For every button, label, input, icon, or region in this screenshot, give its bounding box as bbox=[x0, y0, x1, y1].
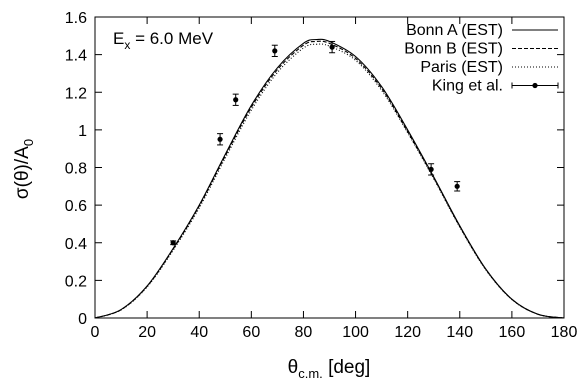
data-point bbox=[233, 97, 239, 103]
y-tick-label: 0 bbox=[78, 311, 87, 328]
legend-label: Bonn B (EST) bbox=[404, 41, 503, 58]
x-tick-label: 20 bbox=[138, 324, 156, 341]
y-axis-label-main: σ(θ)/A bbox=[12, 146, 33, 199]
y-tick-label: 1.4 bbox=[65, 48, 87, 65]
legend-label: Bonn A (EST) bbox=[406, 22, 503, 39]
x-axis-label-sub: c.m. bbox=[298, 366, 323, 381]
annotation-rest: = 6.0 MeV bbox=[130, 29, 213, 48]
annotation-main: E bbox=[113, 29, 124, 48]
annotation-sub: x bbox=[124, 38, 130, 52]
x-tick-label: 100 bbox=[342, 324, 369, 341]
data-point bbox=[217, 136, 223, 142]
y-tick-label: 1 bbox=[78, 123, 87, 140]
y-tick-label: 0.4 bbox=[65, 236, 87, 253]
x-axis-label-main: θ bbox=[288, 357, 299, 378]
y-axis-label: σ(θ)/A0 bbox=[12, 139, 36, 199]
series-line-2 bbox=[94, 43, 565, 319]
x-tick-label: 120 bbox=[394, 324, 421, 341]
legend-label: King et al. bbox=[432, 78, 503, 95]
x-tick-label: 180 bbox=[551, 324, 578, 341]
legend-swatch-point bbox=[532, 82, 538, 89]
y-tick-label: 0.6 bbox=[65, 198, 87, 215]
annotation: Ex = 6.0 MeV bbox=[113, 29, 214, 52]
series-line-1 bbox=[94, 40, 565, 319]
y-tick-label: 0.2 bbox=[65, 273, 87, 290]
data-points-layer bbox=[170, 40, 461, 246]
data-point bbox=[428, 166, 434, 172]
data-point bbox=[454, 183, 460, 189]
data-point bbox=[170, 240, 176, 246]
x-axis-label-rest: [deg] bbox=[323, 357, 371, 378]
legend-label: Paris (EST) bbox=[420, 59, 503, 76]
x-tick-label: 160 bbox=[499, 324, 526, 341]
x-tick-label: 0 bbox=[91, 324, 100, 341]
x-tick-label: 40 bbox=[190, 324, 208, 341]
y-tick-label: 1.2 bbox=[65, 85, 87, 102]
x-tick-label: 60 bbox=[242, 324, 260, 341]
y-tick-label: 1.6 bbox=[65, 10, 87, 27]
x-axis-ticks: 0 20 40 60 80 100 120 140 160 180 bbox=[91, 17, 578, 341]
x-tick-label: 140 bbox=[446, 324, 473, 341]
data-point bbox=[329, 44, 335, 50]
x-tick-label: 80 bbox=[295, 324, 313, 341]
y-axis-label-sub: 0 bbox=[21, 139, 36, 146]
legend: Bonn A (EST) Bonn B (EST)Paris (EST) King … bbox=[404, 22, 559, 95]
y-tick-label: 0.8 bbox=[65, 161, 87, 178]
x-axis-label: θc.m. [deg] bbox=[288, 357, 371, 381]
y-axis-ticks: 0 0.2 0.4 0.6 0.8 1 1.2 1.4 1.6 bbox=[65, 10, 564, 328]
data-point bbox=[272, 48, 278, 54]
